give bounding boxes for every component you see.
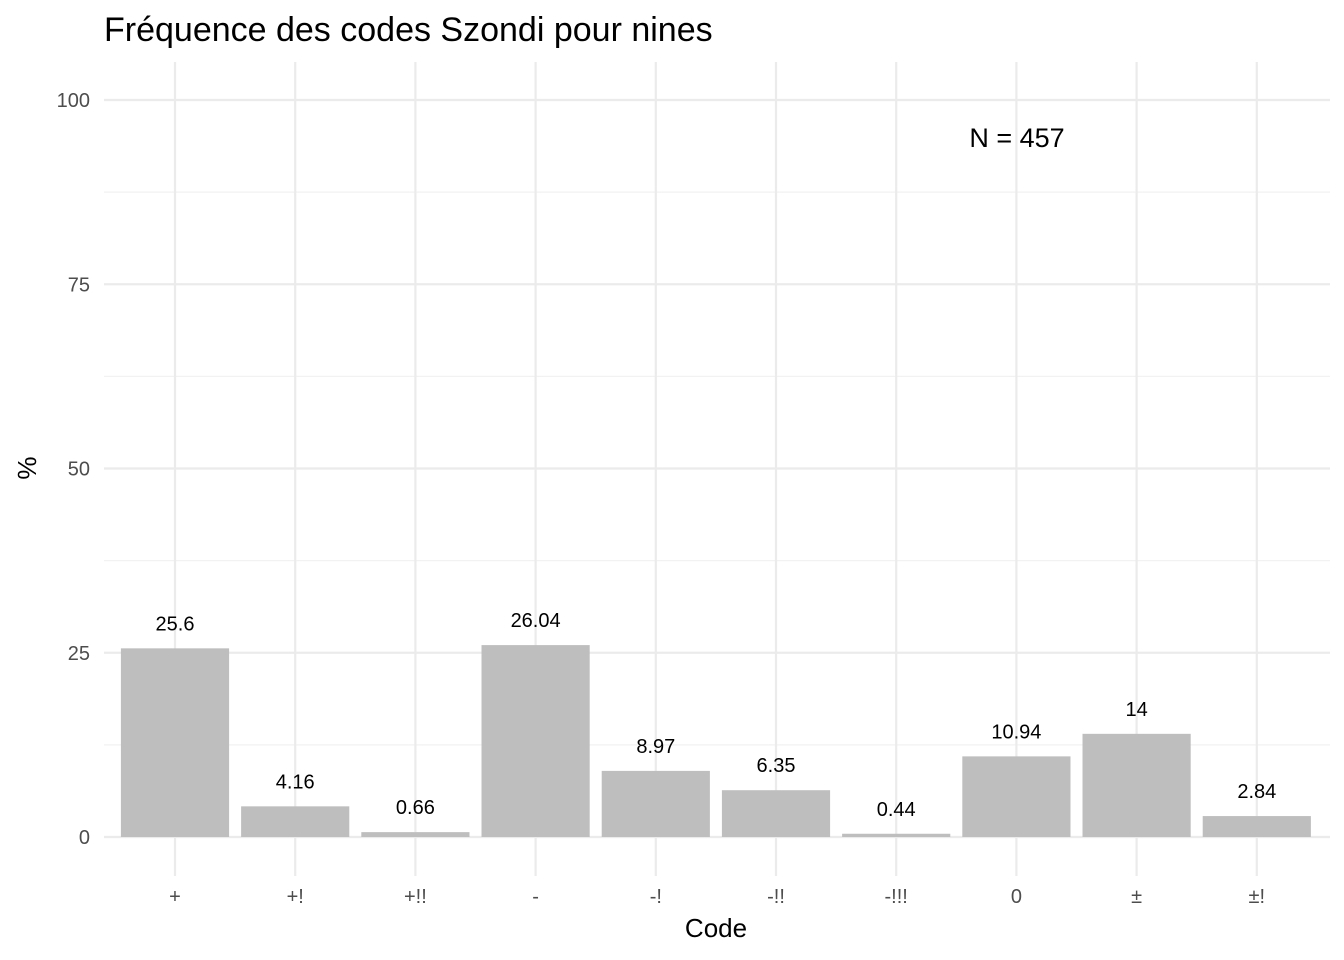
data-label: 0.44 <box>877 799 916 821</box>
y-axis-ticks: 0 25 50 75 100 <box>57 90 90 849</box>
bar <box>241 806 350 837</box>
x-tick-label: ±! <box>1249 886 1266 908</box>
bar <box>962 756 1071 837</box>
data-label: 26.04 <box>511 610 561 632</box>
data-label: 10.94 <box>991 721 1041 743</box>
y-tick-label: 50 <box>68 459 90 481</box>
data-label: 14 <box>1125 699 1147 721</box>
x-tick-label: ± <box>1131 886 1142 908</box>
y-tick-label: 0 <box>79 827 90 849</box>
x-tick-label: -!! <box>767 886 785 908</box>
chart-title: Fréquence des codes Szondi pour nines <box>104 11 713 49</box>
x-tick-label: + <box>169 886 181 908</box>
y-axis-title: % <box>12 456 42 479</box>
bar <box>842 833 951 837</box>
data-label: 6.35 <box>757 755 796 777</box>
grid <box>104 62 1330 876</box>
x-tick-label: 0 <box>1011 886 1022 908</box>
x-tick-label: -! <box>650 886 662 908</box>
bar <box>1202 816 1311 837</box>
y-tick-label: 100 <box>57 90 90 112</box>
x-axis-title: Code <box>685 913 747 943</box>
bar <box>721 790 831 837</box>
data-label: 25.6 <box>156 613 195 635</box>
data-label: 4.16 <box>276 771 315 793</box>
bar <box>601 770 710 837</box>
x-axis-ticks: + +! +!! - -! -!! -!!! 0 ± ±! <box>169 886 1265 908</box>
x-tick-label: - <box>532 886 539 908</box>
bar <box>120 648 230 837</box>
y-tick-label: 25 <box>68 643 90 665</box>
bars <box>120 645 1311 837</box>
data-label: 0.66 <box>396 797 435 819</box>
x-tick-label: -!!! <box>885 886 908 908</box>
bar <box>1082 733 1191 837</box>
y-tick-label: 75 <box>68 274 90 296</box>
x-tick-label: +!! <box>404 886 427 908</box>
data-label: 2.84 <box>1237 781 1276 803</box>
bar <box>361 832 470 837</box>
data-labels: 25.6 4.16 0.66 26.04 8.97 6.35 0.44 10.94 14 2.84 <box>156 610 1277 821</box>
data-label: 8.97 <box>636 736 675 758</box>
bar <box>481 645 590 837</box>
x-tick-label: +! <box>287 886 304 908</box>
sample-size-annotation: N = 457 <box>969 123 1064 153</box>
